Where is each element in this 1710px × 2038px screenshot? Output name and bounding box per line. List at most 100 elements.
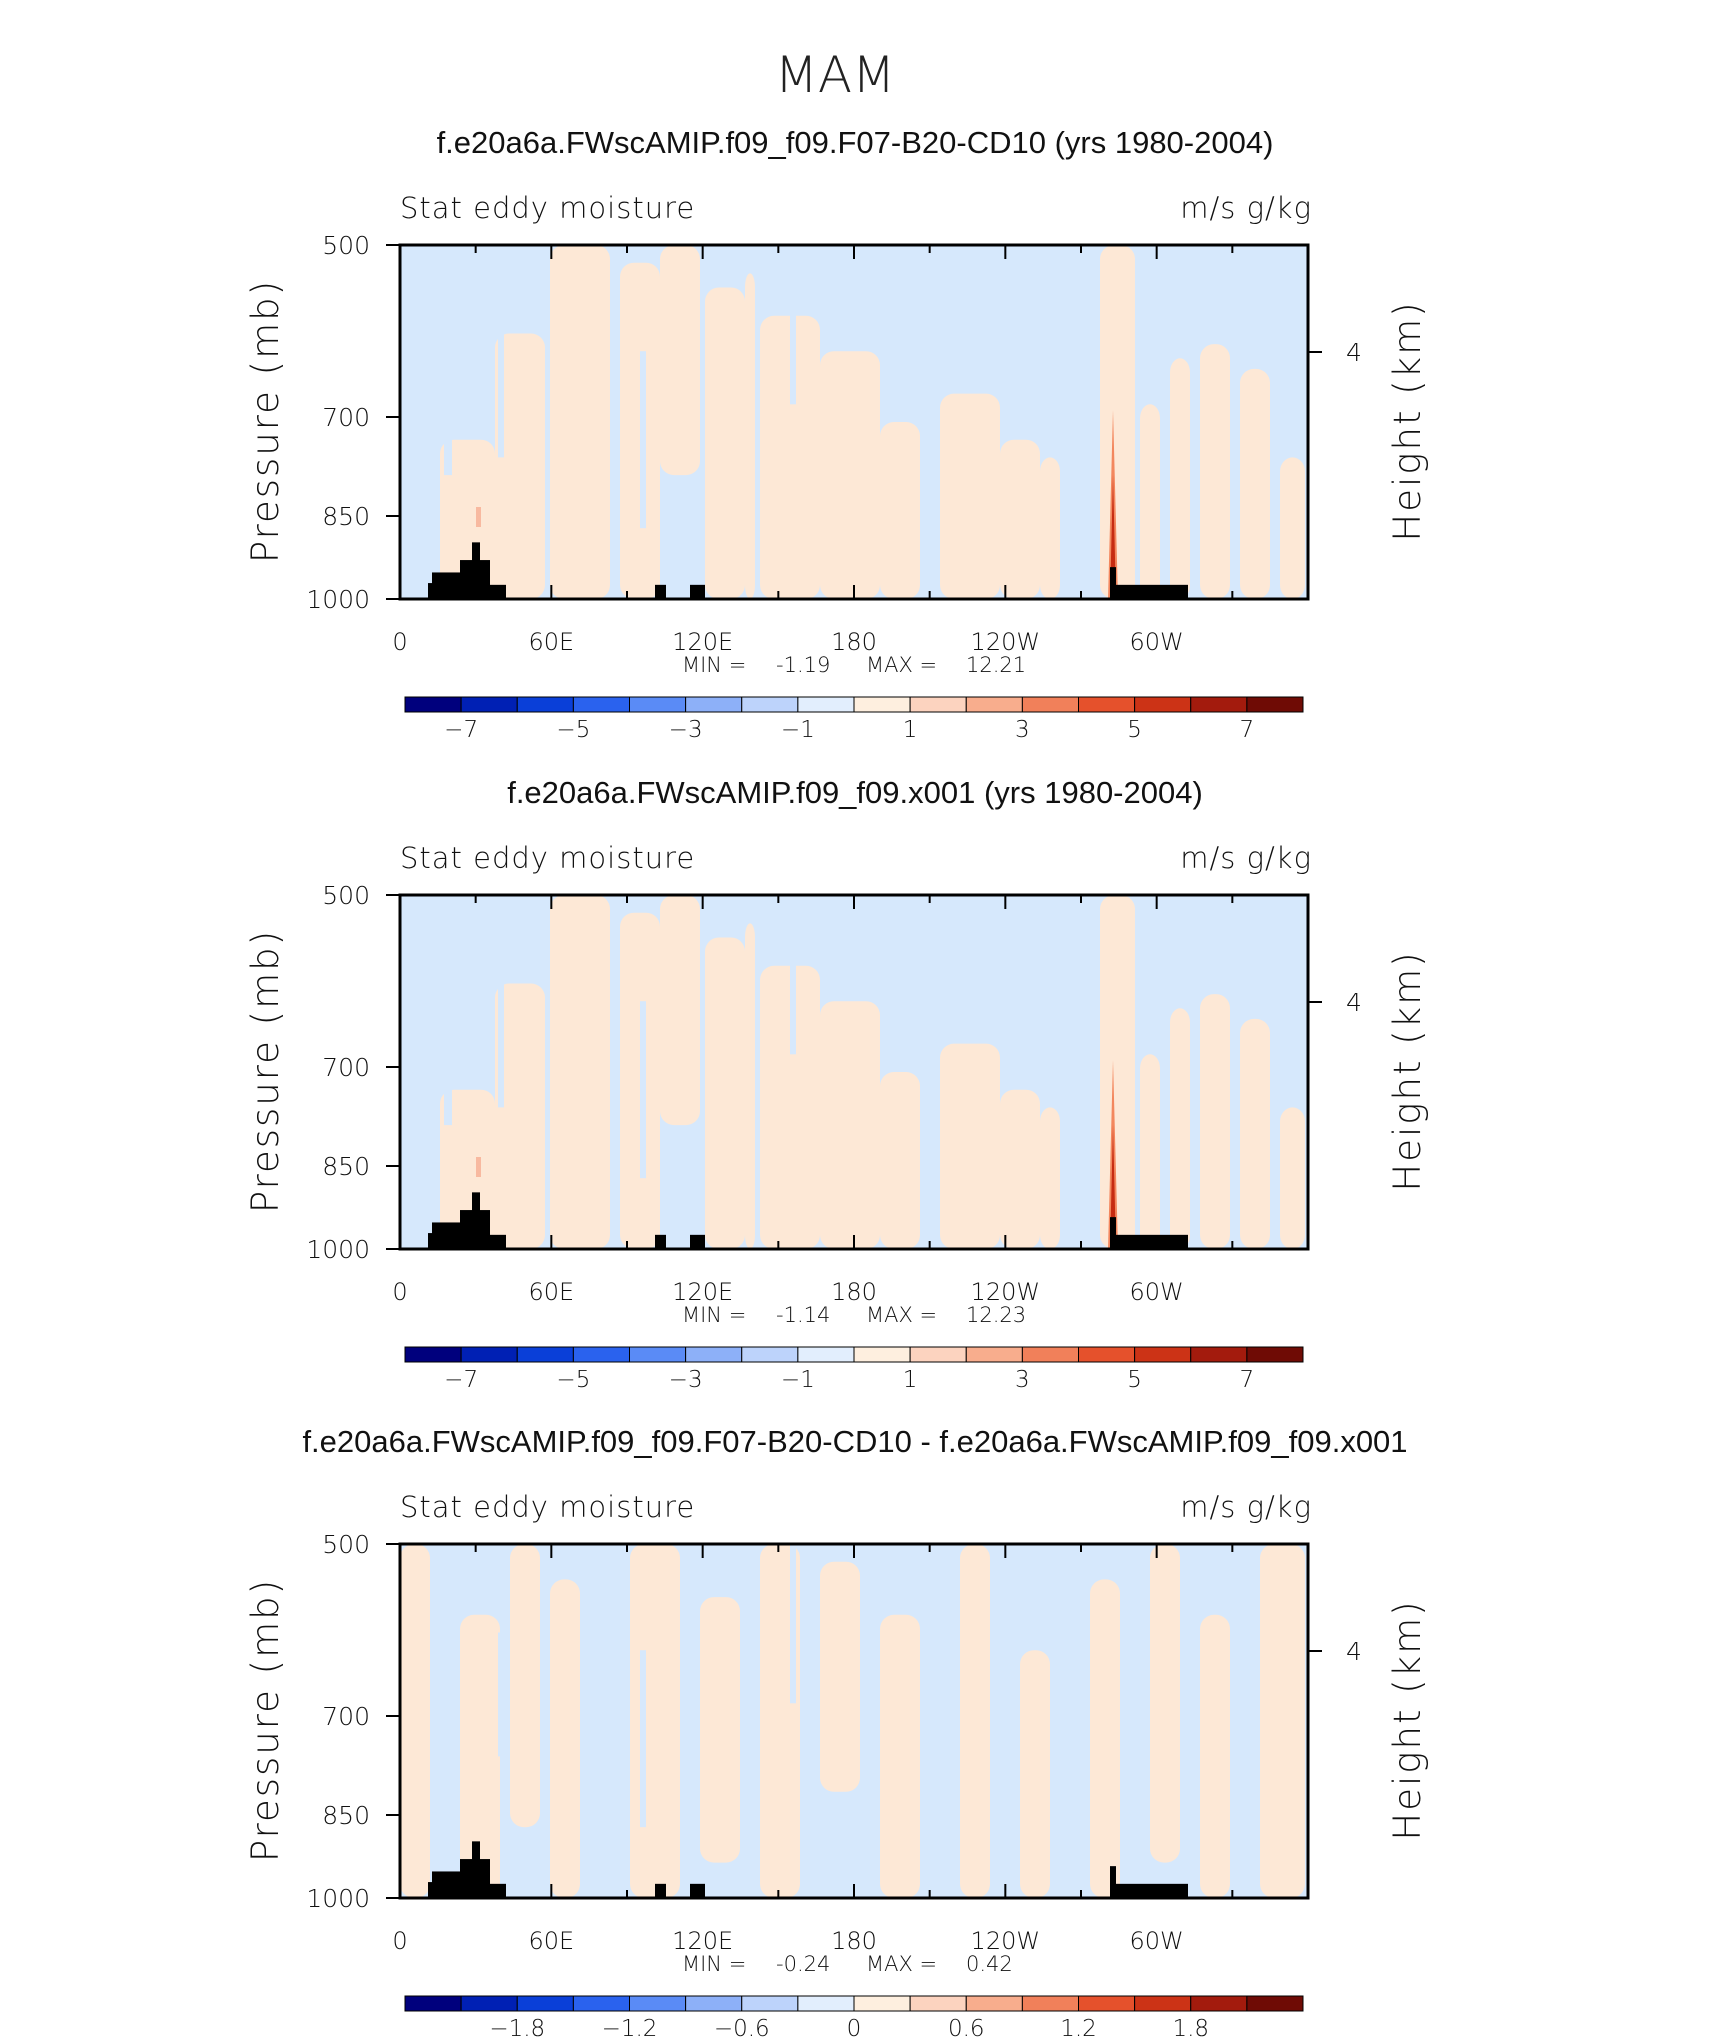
min-value: -1.19 xyxy=(776,653,830,677)
colorbar-swatch xyxy=(1246,1346,1304,1363)
y-axis-label-right: Height (km) xyxy=(1386,1599,1429,1840)
y-axis-label: Pressure (mb) xyxy=(244,279,287,563)
positive-contour xyxy=(820,1561,860,1792)
colorbar-label: −3 xyxy=(669,1367,703,1393)
positive-contour xyxy=(820,1001,880,1249)
positive-contour xyxy=(1280,457,1305,599)
negative-contour xyxy=(790,895,796,1055)
colorbar-swatch xyxy=(909,1995,967,2012)
min-label: MIN = xyxy=(682,1952,746,1976)
colorbar-label: 1.8 xyxy=(1172,2016,1209,2038)
colorbar-label: −3 xyxy=(669,717,703,743)
contour-field xyxy=(428,245,1305,599)
colorbar-swatch xyxy=(741,696,799,713)
colorbar-swatch xyxy=(1134,1346,1192,1363)
positive-contour xyxy=(745,273,755,599)
negative-contour xyxy=(444,1018,452,1126)
colorbar-label: 7 xyxy=(1240,1367,1255,1393)
colorbar-swatch xyxy=(1078,696,1136,713)
positive-contour xyxy=(705,937,745,1249)
colorbar-swatch xyxy=(685,1346,743,1363)
positive-contour xyxy=(460,1614,500,1898)
y-tick-label: 700 xyxy=(322,1702,370,1731)
small-spike xyxy=(476,507,481,527)
positive-contour xyxy=(1000,1089,1040,1249)
colorbar-swatch xyxy=(797,1995,855,2012)
topography xyxy=(432,572,460,599)
x-tick-label: 120W xyxy=(971,1278,1041,1306)
max-label: MAX = xyxy=(866,1952,937,1976)
panel-title: f.e20a6a.FWscAMIP.f09_f09.x001 (yrs 1980… xyxy=(507,775,1203,810)
colorbar-swatch xyxy=(404,1995,462,2012)
y-tick-label: 700 xyxy=(322,1053,370,1082)
negative-contour xyxy=(790,245,796,405)
colorbar-swatch xyxy=(1190,1995,1248,2012)
colorbar-label: 0.6 xyxy=(948,2016,985,2038)
colorbar-label: 0 xyxy=(847,2016,862,2038)
negative-contour xyxy=(790,1544,796,1704)
positive-contour xyxy=(760,315,820,599)
topography xyxy=(480,560,490,599)
negative-contour xyxy=(444,368,452,476)
negative-contour xyxy=(640,351,646,529)
colorbar-label: 1 xyxy=(903,717,918,743)
colorbar-label: 1.2 xyxy=(1060,2016,1097,2038)
colorbar-swatch xyxy=(1134,696,1192,713)
colorbar-swatch xyxy=(516,1995,574,2012)
panel-title: f.e20a6a.FWscAMIP.f09_f09.F07-B20-CD10 -… xyxy=(302,1424,1407,1459)
colorbar-swatch xyxy=(1078,1995,1136,2012)
colorbar-swatch xyxy=(572,1346,630,1363)
positive-contour xyxy=(495,333,545,599)
y-axis-label-right: Height (km) xyxy=(1386,300,1429,541)
positive-contour xyxy=(630,1544,680,1898)
contour-field xyxy=(428,895,1305,1249)
variable-label: Stat eddy moisture xyxy=(400,1490,695,1524)
x-tick-label: 120E xyxy=(672,628,733,656)
colorbar-swatch xyxy=(741,1995,799,2012)
x-tick-label: 60W xyxy=(1130,1927,1184,1955)
topography xyxy=(1110,1866,1116,1898)
x-tick-label: 0 xyxy=(392,628,407,656)
colorbar-label: −7 xyxy=(444,717,478,743)
colorbar-label: −7 xyxy=(444,1367,478,1393)
positive-contour xyxy=(820,351,880,599)
topography xyxy=(655,584,666,599)
colorbar-swatch xyxy=(1246,1995,1304,2012)
positive-contour xyxy=(880,422,920,599)
y-tick-label: 1000 xyxy=(306,1235,370,1264)
topography xyxy=(690,1883,705,1898)
colorbar-swatch xyxy=(460,696,518,713)
colorbar-swatch xyxy=(797,1346,855,1363)
variable-label: Stat eddy moisture xyxy=(400,841,695,875)
y-tick-label: 500 xyxy=(322,881,370,910)
positive-contour xyxy=(440,439,495,599)
y-tick-label: 700 xyxy=(322,403,370,432)
topography xyxy=(690,584,705,599)
colorbar-label: 1 xyxy=(903,1367,918,1393)
positive-contour xyxy=(1200,1614,1230,1898)
max-value: 12.23 xyxy=(966,1303,1026,1327)
small-spike xyxy=(476,1157,481,1177)
x-tick-label: 60E xyxy=(528,1927,574,1955)
colorbar-swatch xyxy=(572,1995,630,2012)
positive-contour xyxy=(1100,245,1135,599)
x-tick-label: 0 xyxy=(392,1927,407,1955)
y-tick-label: 500 xyxy=(322,1530,370,1559)
positive-contour xyxy=(1040,1107,1060,1249)
topography xyxy=(428,583,434,599)
colorbar-label: −1 xyxy=(781,1367,815,1393)
topography xyxy=(1110,567,1116,599)
colorbar-swatch xyxy=(797,696,855,713)
positive-contour xyxy=(510,1544,540,1828)
colorbar-label: −0.6 xyxy=(714,2016,770,2038)
positive-contour xyxy=(1090,1579,1120,1898)
positive-contour xyxy=(400,1544,430,1898)
colorbar-swatch xyxy=(460,1346,518,1363)
y-axis-label: Pressure (mb) xyxy=(244,929,287,1213)
variable-label: Stat eddy moisture xyxy=(400,191,695,225)
y-tick-label: 1000 xyxy=(306,585,370,614)
topography xyxy=(490,584,506,599)
contour-field xyxy=(400,1544,1305,1898)
topography xyxy=(428,1233,434,1249)
topography xyxy=(480,1859,490,1898)
